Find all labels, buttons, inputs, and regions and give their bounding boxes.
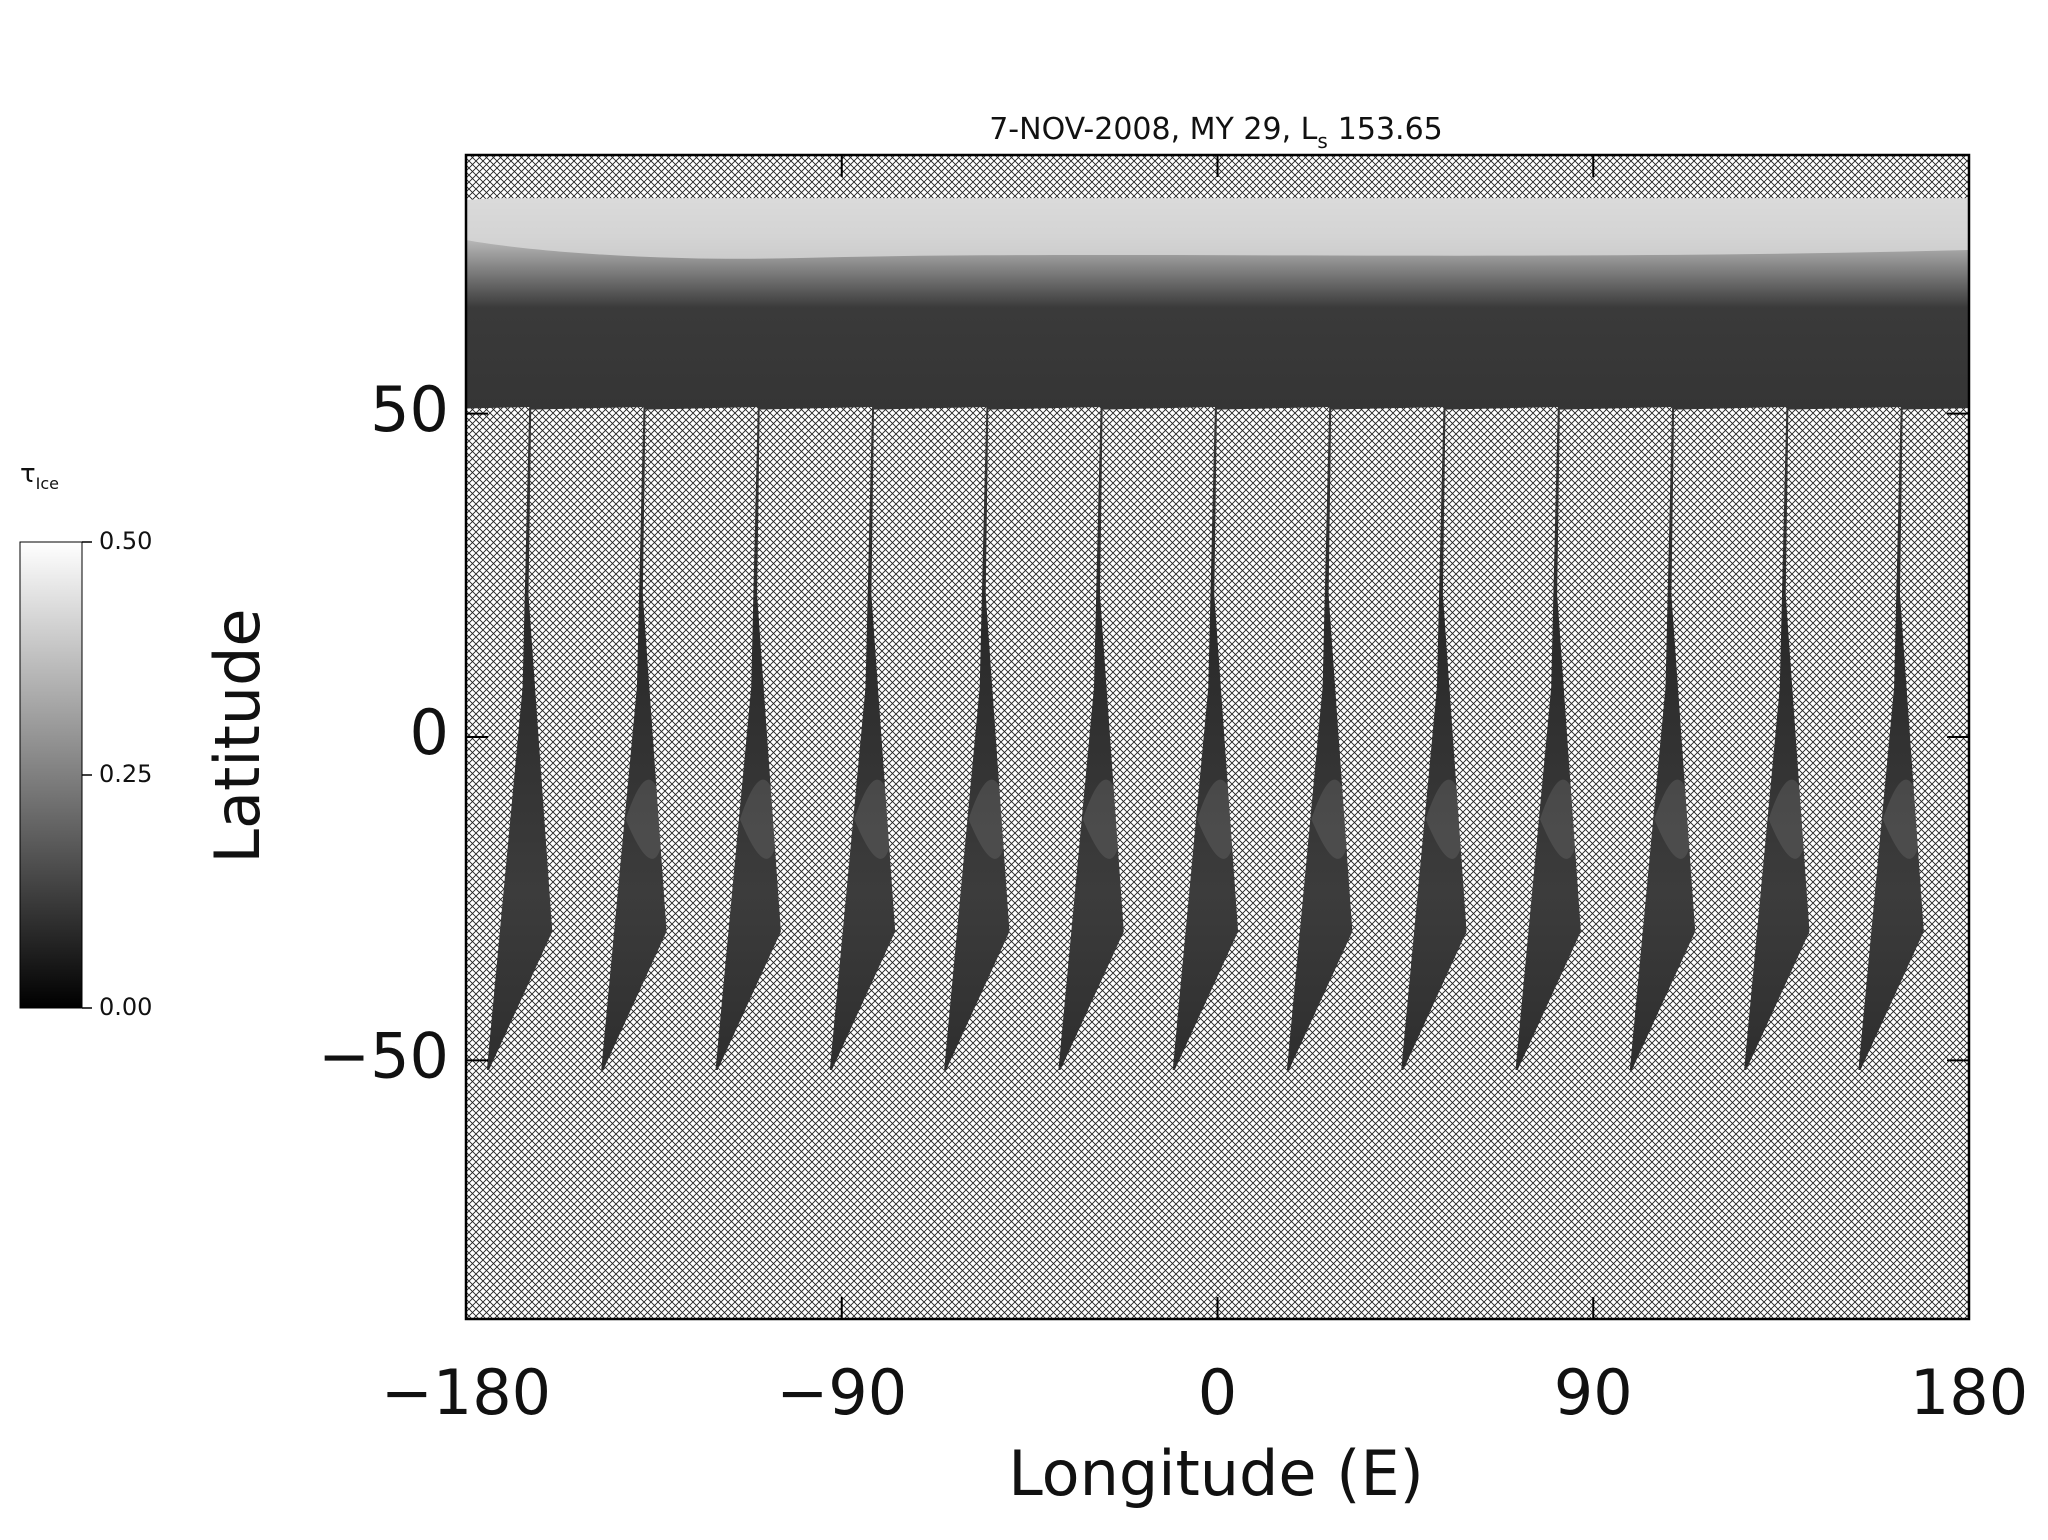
colorbar-tick-label: 0.00 <box>99 993 152 1021</box>
swath-gap <box>1060 407 1215 1071</box>
swath-gap <box>946 407 1101 1071</box>
colorbar-label: τIce <box>20 459 59 493</box>
chart-title: 7-NOV-2008, MY 29, Ls 153.65 <box>989 112 1443 153</box>
cloud-patch <box>739 779 780 859</box>
colorbar-subscript: Ice <box>36 474 59 493</box>
cloud-patch <box>1539 779 1580 859</box>
title-main: 7-NOV-2008, MY 29, L <box>989 112 1317 147</box>
swath-gap <box>466 407 530 1071</box>
y-tick-label: 50 <box>370 373 449 446</box>
x-tick-label: 0 <box>1198 1356 1237 1429</box>
swath-gap <box>488 407 644 1071</box>
colorbar-tick-label: 0.50 <box>99 527 152 555</box>
y-axis-label: Latitude <box>201 608 274 863</box>
colorbar-tick-label: 0.25 <box>99 760 152 788</box>
x-tick-label: −90 <box>776 1356 907 1429</box>
cloud-patch <box>1425 779 1466 859</box>
cloud-patch <box>1882 779 1923 859</box>
y-tick-label: −50 <box>318 1019 449 1092</box>
cloud-patch <box>1768 779 1809 859</box>
title-subscript: s <box>1317 129 1327 153</box>
swath-gap <box>1860 408 1969 1071</box>
swath-gap <box>1746 407 1901 1071</box>
cloud-patch <box>854 779 894 859</box>
y-tick-label: 0 <box>410 696 449 769</box>
cloud-patch <box>625 779 666 859</box>
cloud-patch <box>1311 779 1352 859</box>
cloud-patch <box>1997 780 2037 859</box>
swath-gap <box>1631 407 1787 1071</box>
colorbar-symbol: τ <box>20 459 36 489</box>
x-tick-label: 180 <box>1910 1356 2028 1429</box>
x-tick-label: 90 <box>1554 1356 1633 1429</box>
polar-cloud <box>466 183 1969 259</box>
cloud-patch <box>1082 779 1123 859</box>
swath-gap <box>717 407 873 1071</box>
swath-gap <box>1975 407 2048 1070</box>
title-value: 153.65 <box>1338 112 1443 147</box>
cloud-patch <box>968 779 1009 859</box>
cloud-patch <box>1654 779 1694 859</box>
swath-gap <box>1517 407 1673 1071</box>
swath-gap <box>831 407 987 1071</box>
swath-gap <box>1403 407 1558 1071</box>
map-area <box>466 155 2048 1319</box>
south-no-data <box>466 1070 1969 1319</box>
swath-gap <box>603 407 758 1071</box>
colorbar <box>19 541 83 1009</box>
x-axis-label: Longitude (E) <box>1008 1437 1424 1510</box>
swath-gap <box>1288 407 1444 1071</box>
swath-gap <box>1174 407 1330 1071</box>
cloud-patch <box>1197 779 1237 859</box>
x-tick-label: −180 <box>381 1356 551 1429</box>
